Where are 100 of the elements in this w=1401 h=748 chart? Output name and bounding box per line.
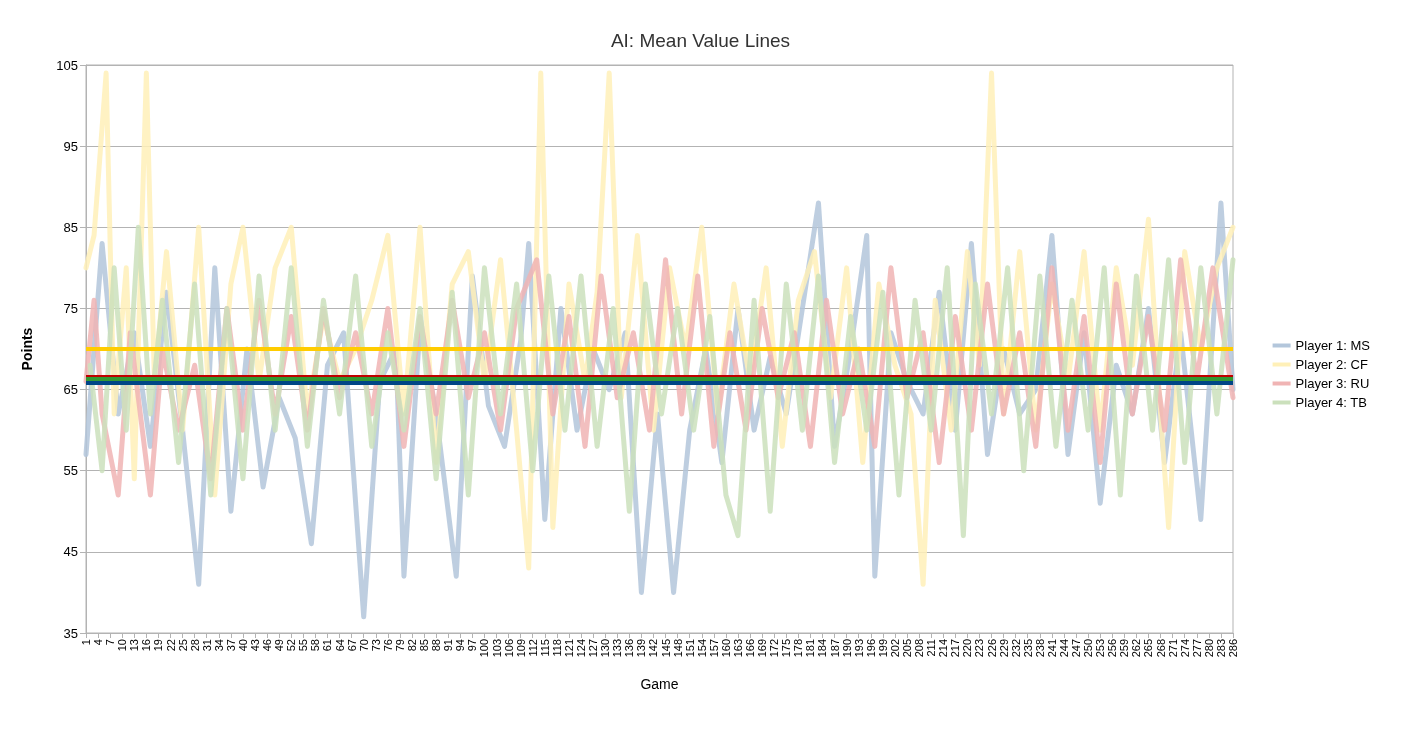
y-tick-label: 55 bbox=[63, 463, 78, 479]
x-tick-label: 256 bbox=[1106, 639, 1119, 658]
x-tick-label: 79 bbox=[393, 639, 406, 652]
x-tick-label: 268 bbox=[1154, 639, 1167, 658]
x-axis-title: Game bbox=[640, 676, 679, 692]
x-tick-label: 247 bbox=[1070, 639, 1083, 658]
x-tick-label: 109 bbox=[514, 639, 527, 658]
x-tick-label: 22 bbox=[164, 639, 177, 652]
x-tick-label: 121 bbox=[562, 639, 575, 658]
x-tick-label: 100 bbox=[478, 639, 491, 658]
x-tick-label: 10 bbox=[116, 639, 129, 652]
x-tick-label: 106 bbox=[502, 639, 515, 658]
x-tick-label: 31 bbox=[200, 639, 213, 652]
x-tick-label: 88 bbox=[430, 639, 443, 652]
x-tick-label: 85 bbox=[418, 639, 431, 652]
x-tick-label: 208 bbox=[913, 639, 926, 658]
x-tick-label: 196 bbox=[864, 639, 877, 658]
legend-label: Player 4: TB bbox=[1295, 395, 1367, 410]
x-tick-label: 70 bbox=[357, 639, 370, 652]
legend-label: Player 3: RU bbox=[1295, 376, 1370, 391]
x-tick-label: 43 bbox=[249, 639, 262, 652]
y-tick-label: 95 bbox=[63, 138, 78, 154]
y-axis-title: Points bbox=[19, 327, 35, 371]
x-tick-label: 226 bbox=[985, 639, 998, 658]
x-tick-label: 103 bbox=[490, 639, 503, 658]
x-tick-label: 52 bbox=[285, 639, 298, 652]
x-tick-label: 115 bbox=[538, 639, 551, 657]
x-tick-label: 259 bbox=[1118, 639, 1131, 658]
x-tick-label: 232 bbox=[1009, 639, 1022, 658]
x-tick-label: 130 bbox=[599, 639, 612, 658]
x-tick-label: 151 bbox=[683, 639, 696, 658]
x-tick-label: 229 bbox=[997, 639, 1010, 658]
x-tick-label: 16 bbox=[140, 639, 153, 652]
x-tick-label: 223 bbox=[973, 639, 986, 658]
x-tick-label: 238 bbox=[1033, 639, 1046, 658]
x-tick-label: 172 bbox=[768, 639, 781, 658]
x-tick-label: 142 bbox=[647, 639, 660, 658]
x-tick-label: 220 bbox=[961, 639, 974, 658]
y-tick-label: 65 bbox=[63, 382, 78, 398]
x-tick-label: 199 bbox=[876, 639, 889, 658]
x-tick-label: 7 bbox=[104, 639, 117, 646]
x-tick-label: 286 bbox=[1227, 639, 1239, 658]
x-tick-label: 82 bbox=[405, 639, 418, 652]
x-tick-label: 127 bbox=[587, 639, 600, 658]
y-tick-label: 85 bbox=[63, 219, 78, 235]
x-tick-label: 76 bbox=[381, 639, 394, 652]
x-tick-label: 214 bbox=[937, 639, 950, 658]
x-tick-label: 265 bbox=[1142, 639, 1155, 658]
x-tick-label: 40 bbox=[236, 639, 249, 652]
x-tick-label: 49 bbox=[273, 639, 286, 652]
x-tick-label: 277 bbox=[1190, 639, 1203, 658]
x-tick-label: 1 bbox=[80, 639, 92, 646]
x-tick-label: 163 bbox=[731, 639, 744, 658]
x-tick-label: 274 bbox=[1178, 639, 1191, 658]
x-tick-label: 61 bbox=[321, 639, 334, 652]
chart-title: AI: Mean Value Lines bbox=[610, 30, 791, 51]
x-tick-label: 169 bbox=[756, 639, 769, 658]
x-tick-label: 94 bbox=[454, 639, 467, 652]
x-tick-label: 139 bbox=[635, 639, 648, 658]
x-tick-label: 46 bbox=[261, 639, 274, 652]
x-tick-label: 190 bbox=[840, 639, 853, 658]
x-tick-label: 133 bbox=[611, 639, 624, 658]
x-tick-label: 271 bbox=[1166, 639, 1179, 658]
x-tick-label: 211 bbox=[925, 639, 938, 657]
x-tick-label: 205 bbox=[901, 639, 914, 658]
x-tick-label: 184 bbox=[816, 639, 829, 658]
x-tick-label: 154 bbox=[695, 639, 708, 658]
legend-label: Player 2: CF bbox=[1295, 357, 1368, 372]
x-tick-label: 58 bbox=[309, 639, 322, 652]
x-tick-label: 187 bbox=[828, 639, 841, 658]
x-tick-label: 112 bbox=[526, 639, 539, 657]
x-tick-label: 136 bbox=[623, 639, 636, 658]
x-tick-label: 25 bbox=[176, 639, 189, 652]
x-tick-label: 28 bbox=[188, 639, 201, 652]
x-tick-label: 166 bbox=[744, 639, 757, 658]
x-tick-label: 73 bbox=[369, 639, 382, 652]
x-tick-label: 181 bbox=[804, 639, 817, 658]
x-tick-label: 64 bbox=[333, 639, 346, 652]
x-tick-label: 34 bbox=[212, 639, 225, 652]
x-tick-label: 13 bbox=[128, 639, 141, 652]
x-tick-label: 202 bbox=[888, 639, 901, 658]
x-tick-label: 55 bbox=[297, 639, 310, 652]
x-tick-label: 37 bbox=[224, 639, 237, 652]
x-tick-label: 241 bbox=[1045, 639, 1058, 658]
x-tick-label: 67 bbox=[345, 639, 358, 652]
x-tick-label: 193 bbox=[852, 639, 865, 658]
x-tick-label: 217 bbox=[949, 639, 962, 658]
x-tick-label: 253 bbox=[1094, 639, 1107, 658]
x-tick-label: 250 bbox=[1082, 639, 1095, 658]
y-tick-label: 35 bbox=[63, 625, 78, 641]
x-tick-label: 157 bbox=[707, 639, 720, 658]
x-tick-label: 235 bbox=[1021, 639, 1034, 658]
y-tick-label: 75 bbox=[63, 300, 78, 316]
x-tick-label: 178 bbox=[792, 639, 805, 658]
x-tick-label: 262 bbox=[1130, 639, 1143, 658]
x-tick-label: 19 bbox=[152, 639, 165, 652]
x-tick-label: 91 bbox=[442, 639, 455, 652]
x-tick-label: 148 bbox=[671, 639, 684, 658]
x-tick-label: 283 bbox=[1214, 639, 1227, 658]
x-tick-label: 118 bbox=[550, 639, 563, 657]
